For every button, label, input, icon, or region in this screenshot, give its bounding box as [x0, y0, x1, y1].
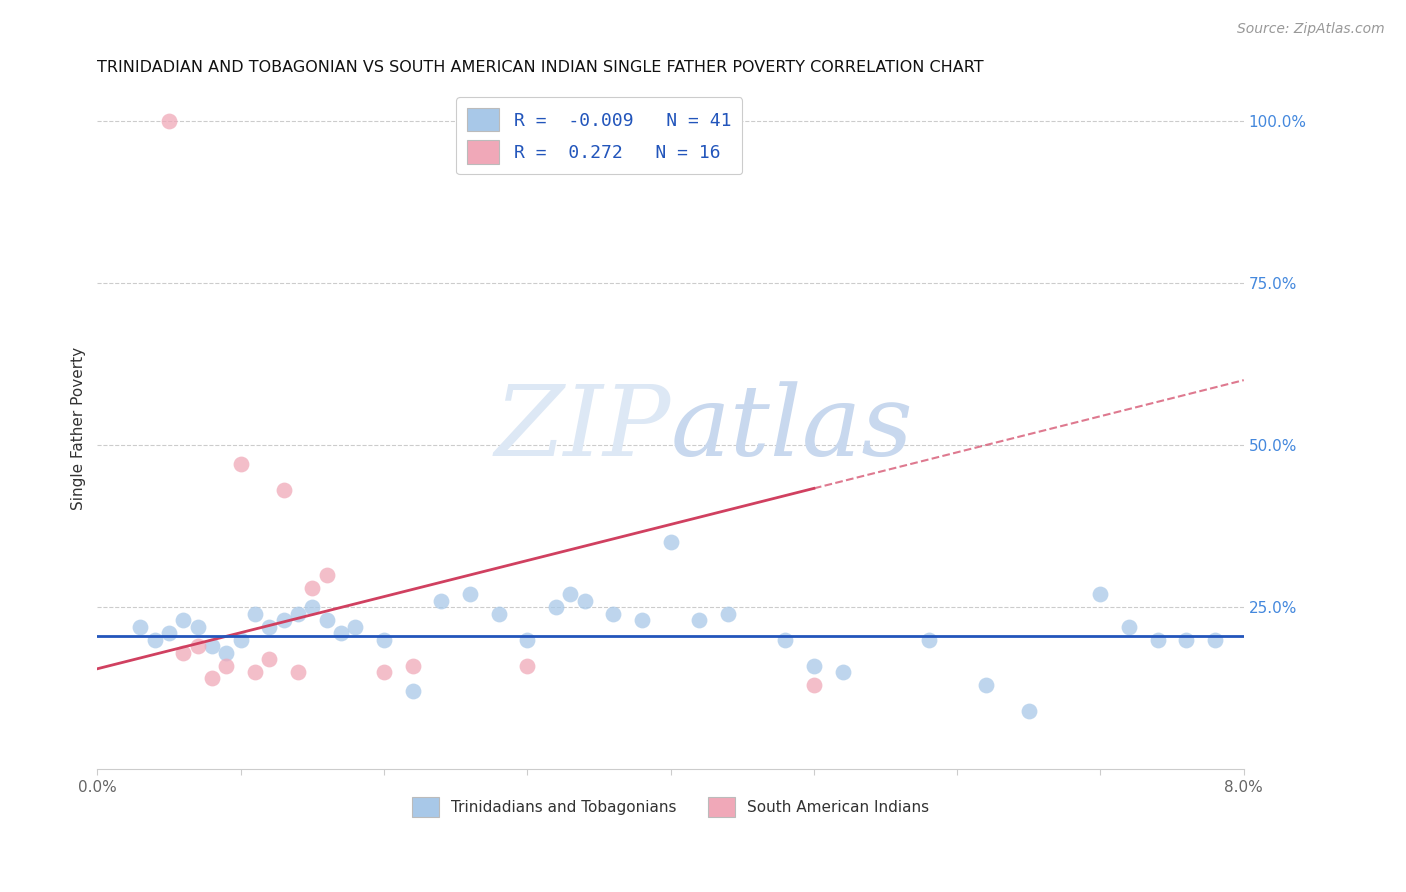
Point	[172, 613, 194, 627]
Point	[187, 639, 209, 653]
Legend: Trinidadians and Tobagonians, South American Indians: Trinidadians and Tobagonians, South Amer…	[406, 791, 935, 823]
Point	[273, 483, 295, 498]
Point	[157, 626, 180, 640]
Point	[287, 607, 309, 621]
Point	[659, 535, 682, 549]
Text: Source: ZipAtlas.com: Source: ZipAtlas.com	[1237, 22, 1385, 37]
Point	[544, 600, 567, 615]
Point	[315, 567, 337, 582]
Point	[560, 587, 582, 601]
Point	[157, 113, 180, 128]
Point	[301, 600, 323, 615]
Point	[1146, 632, 1168, 647]
Point	[688, 613, 710, 627]
Point	[430, 593, 453, 607]
Point	[330, 626, 353, 640]
Point	[143, 632, 166, 647]
Point	[301, 581, 323, 595]
Point	[516, 658, 538, 673]
Point	[201, 672, 224, 686]
Point	[803, 658, 825, 673]
Point	[259, 652, 281, 666]
Point	[401, 658, 423, 673]
Point	[373, 632, 395, 647]
Point	[574, 593, 596, 607]
Point	[1118, 619, 1140, 633]
Text: ZIP: ZIP	[495, 381, 671, 476]
Text: atlas: atlas	[671, 381, 914, 476]
Point	[401, 684, 423, 698]
Point	[243, 665, 266, 679]
Point	[488, 607, 510, 621]
Point	[1204, 632, 1226, 647]
Point	[516, 632, 538, 647]
Point	[229, 458, 252, 472]
Point	[1018, 704, 1040, 718]
Point	[215, 646, 238, 660]
Point	[773, 632, 796, 647]
Point	[172, 646, 194, 660]
Point	[1175, 632, 1198, 647]
Point	[1090, 587, 1112, 601]
Point	[187, 619, 209, 633]
Y-axis label: Single Father Poverty: Single Father Poverty	[72, 347, 86, 510]
Point	[259, 619, 281, 633]
Point	[344, 619, 367, 633]
Text: TRINIDADIAN AND TOBAGONIAN VS SOUTH AMERICAN INDIAN SINGLE FATHER POVERTY CORREL: TRINIDADIAN AND TOBAGONIAN VS SOUTH AMER…	[97, 60, 984, 75]
Point	[373, 665, 395, 679]
Point	[631, 613, 654, 627]
Point	[129, 619, 152, 633]
Point	[717, 607, 740, 621]
Point	[803, 678, 825, 692]
Point	[831, 665, 853, 679]
Point	[974, 678, 997, 692]
Point	[458, 587, 481, 601]
Point	[243, 607, 266, 621]
Point	[287, 665, 309, 679]
Point	[315, 613, 337, 627]
Point	[273, 613, 295, 627]
Point	[602, 607, 624, 621]
Point	[215, 658, 238, 673]
Point	[229, 632, 252, 647]
Point	[201, 639, 224, 653]
Point	[917, 632, 939, 647]
